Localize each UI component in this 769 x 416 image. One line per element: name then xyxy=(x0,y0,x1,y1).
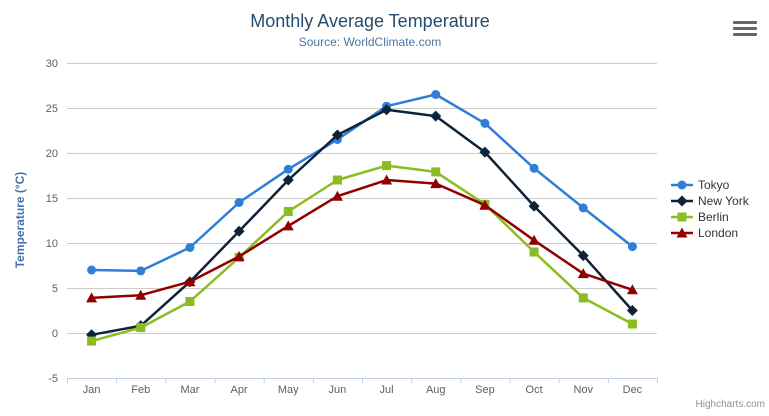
series-marker-london[interactable] xyxy=(430,178,442,189)
legend-item-berlin[interactable]: Berlin xyxy=(671,209,749,225)
chart-title: Monthly Average Temperature xyxy=(250,11,490,31)
series-marker-new-york[interactable] xyxy=(479,146,491,158)
x-tick-label: Mar xyxy=(180,384,199,396)
y-tick-label: 5 xyxy=(52,283,58,295)
hamburger-icon xyxy=(733,27,757,30)
series-line-tokyo[interactable] xyxy=(91,93,634,273)
legend-item-london[interactable]: London xyxy=(671,225,749,241)
series-marker-london[interactable] xyxy=(233,251,245,261)
series-marker-new-york[interactable] xyxy=(282,174,294,186)
series-marker-tokyo[interactable] xyxy=(627,242,637,252)
series-marker-tokyo[interactable] xyxy=(136,266,146,276)
series-marker-new-york[interactable] xyxy=(626,305,638,316)
series-marker-berlin[interactable] xyxy=(578,293,588,303)
series-marker-berlin[interactable] xyxy=(283,207,293,216)
series-marker-london[interactable] xyxy=(135,289,147,300)
legend-label: New York xyxy=(698,194,749,208)
legend-item-tokyo[interactable]: Tokyo xyxy=(671,177,749,193)
series-marker-tokyo[interactable] xyxy=(480,118,490,128)
series-marker-berlin[interactable] xyxy=(382,161,392,171)
series-marker-tokyo[interactable] xyxy=(431,90,441,99)
hamburger-icon xyxy=(733,21,757,24)
x-tick-label: Feb xyxy=(131,384,150,396)
x-tick-label: Apr xyxy=(231,384,248,396)
x-tick-label: Nov xyxy=(573,384,593,396)
y-tick-label: 25 xyxy=(46,103,58,115)
y-tick-label: 10 xyxy=(46,238,58,250)
y-tick-label: -5 xyxy=(48,373,58,385)
series-marker-london[interactable] xyxy=(528,234,540,245)
series-marker-new-york[interactable] xyxy=(577,250,589,262)
y-tick-label: 15 xyxy=(46,193,58,205)
series-line-new-york[interactable] xyxy=(91,108,634,337)
y-tick-label: 0 xyxy=(52,328,58,340)
series-marker-berlin[interactable] xyxy=(332,175,342,185)
series-marker-london[interactable] xyxy=(331,190,343,201)
series-marker-london[interactable] xyxy=(282,220,294,231)
series-marker-berlin[interactable] xyxy=(87,336,97,346)
series-marker-london[interactable] xyxy=(381,174,393,185)
series-marker-berlin[interactable] xyxy=(627,319,637,329)
y-tick-label: 20 xyxy=(46,148,58,160)
highcharts-credit[interactable]: Highcharts.com xyxy=(695,399,765,410)
series-marker-london[interactable] xyxy=(577,268,589,279)
x-tick-label: Jan xyxy=(83,384,101,396)
y-tick-label: 30 xyxy=(46,58,58,70)
legend-label: Tokyo xyxy=(698,178,730,192)
series-marker-london[interactable] xyxy=(86,292,98,303)
x-tick-label: May xyxy=(278,384,299,396)
series-marker-tokyo[interactable] xyxy=(283,164,293,174)
legend-label: Berlin xyxy=(698,210,729,224)
x-tick-label: Jun xyxy=(329,384,347,396)
series-marker-tokyo[interactable] xyxy=(185,243,195,252)
x-tick-label: Oct xyxy=(526,384,543,396)
series-marker-tokyo[interactable] xyxy=(578,203,588,213)
hamburger-icon xyxy=(733,33,757,36)
circle-marker-icon xyxy=(671,180,693,190)
series-marker-london[interactable] xyxy=(479,199,491,210)
x-tick-label: Jul xyxy=(380,384,394,396)
series-marker-new-york[interactable] xyxy=(331,129,343,141)
series-marker-berlin[interactable] xyxy=(136,323,146,333)
series-line-berlin[interactable] xyxy=(91,164,633,343)
square-marker-icon xyxy=(671,212,693,222)
legend-label: London xyxy=(698,226,739,240)
series-marker-new-york[interactable] xyxy=(528,200,540,212)
series-marker-tokyo[interactable] xyxy=(529,163,539,173)
series-marker-new-york[interactable] xyxy=(233,225,245,237)
series-marker-berlin[interactable] xyxy=(431,167,441,177)
series-line-london[interactable] xyxy=(91,178,633,300)
x-tick-label: Dec xyxy=(623,384,643,396)
legend: Tokyo New York Berlin London xyxy=(671,177,749,241)
y-axis-title: Temperature (°C) xyxy=(13,171,27,269)
triangle-marker-icon xyxy=(671,227,693,238)
diamond-marker-icon xyxy=(671,195,693,207)
series-marker-tokyo[interactable] xyxy=(234,198,244,207)
series-marker-new-york[interactable] xyxy=(430,110,442,122)
series-marker-london[interactable] xyxy=(626,284,638,295)
export-menu-button[interactable] xyxy=(733,21,758,39)
legend-item-new-york[interactable]: New York xyxy=(671,193,749,209)
series-marker-berlin[interactable] xyxy=(529,247,539,257)
series-marker-berlin[interactable] xyxy=(185,297,195,306)
x-tick-label: Sep xyxy=(475,384,495,396)
chart-subtitle: Source: WorldClimate.com xyxy=(298,35,442,49)
series-marker-tokyo[interactable] xyxy=(87,265,97,275)
series-marker-new-york[interactable] xyxy=(381,104,393,116)
series-marker-london[interactable] xyxy=(184,276,196,287)
x-tick-label: Aug xyxy=(426,384,446,396)
